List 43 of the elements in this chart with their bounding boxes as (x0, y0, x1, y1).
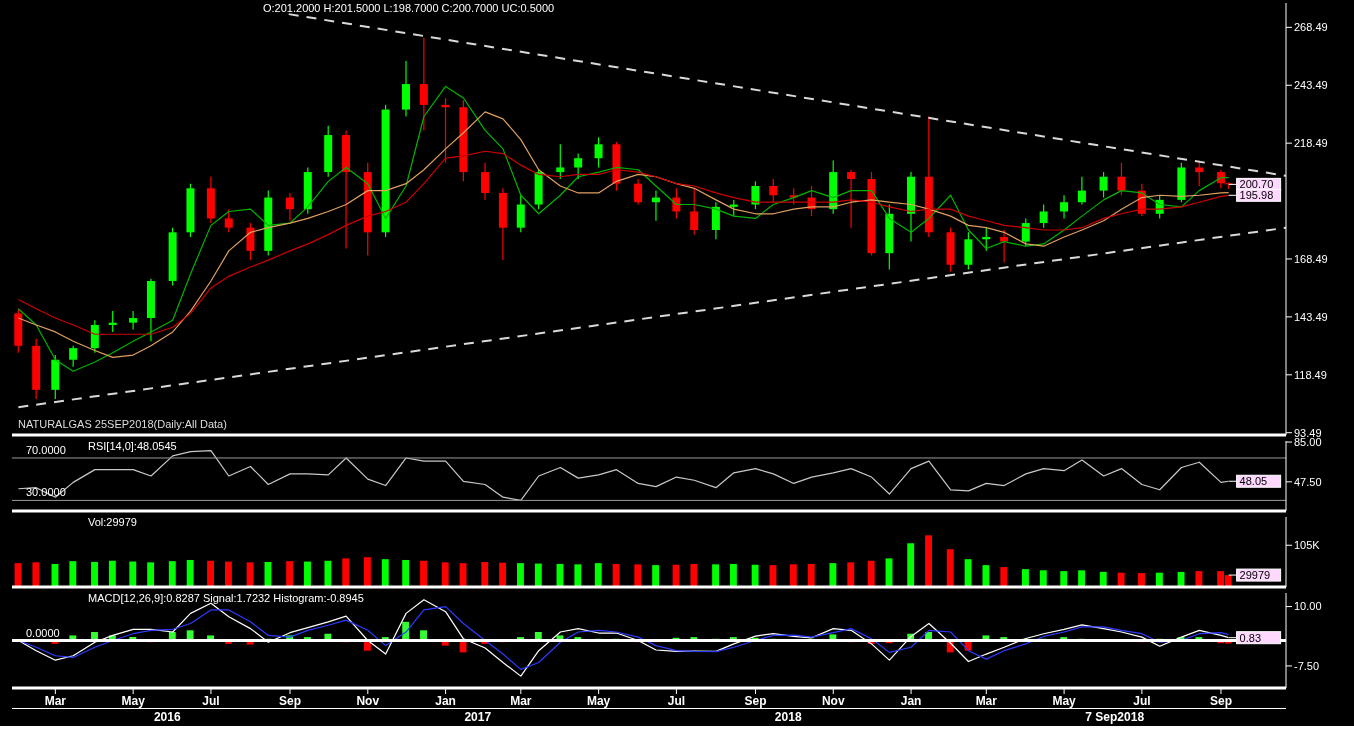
text: 7 Sep2018 (1085, 709, 1145, 725)
annotation: 0.83 (1239, 631, 1262, 644)
x-tick-label: Sep (279, 693, 302, 708)
y-tick-label: 143.49 (1294, 310, 1328, 323)
y-tick-label: -7.50 (1294, 659, 1320, 672)
chart-title: MACD[12,26,9]:0.8287 Signal:1.7232 Histogram:-0.8945 (88, 592, 364, 604)
ref-line-label: 70.0000 (26, 443, 66, 456)
x-tick-label: Jul (202, 693, 220, 708)
x-tick-label: Mar (510, 693, 532, 708)
x-tick-label: Mar (975, 693, 998, 708)
y-tick-label: 268.49 (1294, 21, 1328, 34)
y-tick-label: 10.00 (1294, 600, 1322, 613)
text: 2016 (153, 709, 181, 725)
chart-title: Vol:29979 (88, 516, 137, 528)
y-tick-label: 118.49 (1294, 368, 1327, 381)
x-tick-label: May (586, 693, 611, 708)
y-tick-label: 218.49 (1294, 137, 1328, 150)
annotation: 195.98 (1239, 189, 1274, 202)
y-tick-label: 93.49 (1294, 426, 1322, 439)
x-tick-label: Jan (900, 693, 922, 708)
chart-title: RSI[14,0]:48.0545 (88, 440, 177, 452)
x-tick-label: Mar (44, 693, 67, 708)
x-tick-label: Sep (744, 693, 767, 708)
annotation: 29979 (1239, 569, 1271, 582)
text: 2018 (774, 709, 802, 725)
chart-title: O:201.2000 H:201.5000 L:198.7000 C:200.7000 UC:0.5000 (263, 2, 555, 14)
y-tick-label: 47.50 (1294, 475, 1322, 488)
x-tick-label: Nov (356, 693, 380, 708)
x-tick-label: Nov (821, 693, 845, 708)
x-tick-label: Sep (1209, 693, 1232, 708)
annotation: NATURALGAS 25SEP2018(Daily:All Data) (18, 418, 227, 430)
text: 2017 (464, 709, 492, 725)
x-tick-label: May (1052, 693, 1077, 708)
y-tick-label: 168.49 (1294, 252, 1328, 265)
ref-line-label: 0.0000 (26, 626, 60, 639)
annotation: 200.70 (1239, 178, 1274, 191)
y-tick-label: 243.49 (1294, 79, 1328, 92)
x-tick-label: May (121, 693, 146, 708)
x-tick-label: Jul (667, 693, 686, 708)
annotation: 48.05 (1239, 475, 1268, 488)
x-tick-label: Jan (435, 693, 456, 708)
y-tick-label: 105K (1294, 539, 1321, 552)
x-tick-label: Jul (1133, 693, 1151, 708)
